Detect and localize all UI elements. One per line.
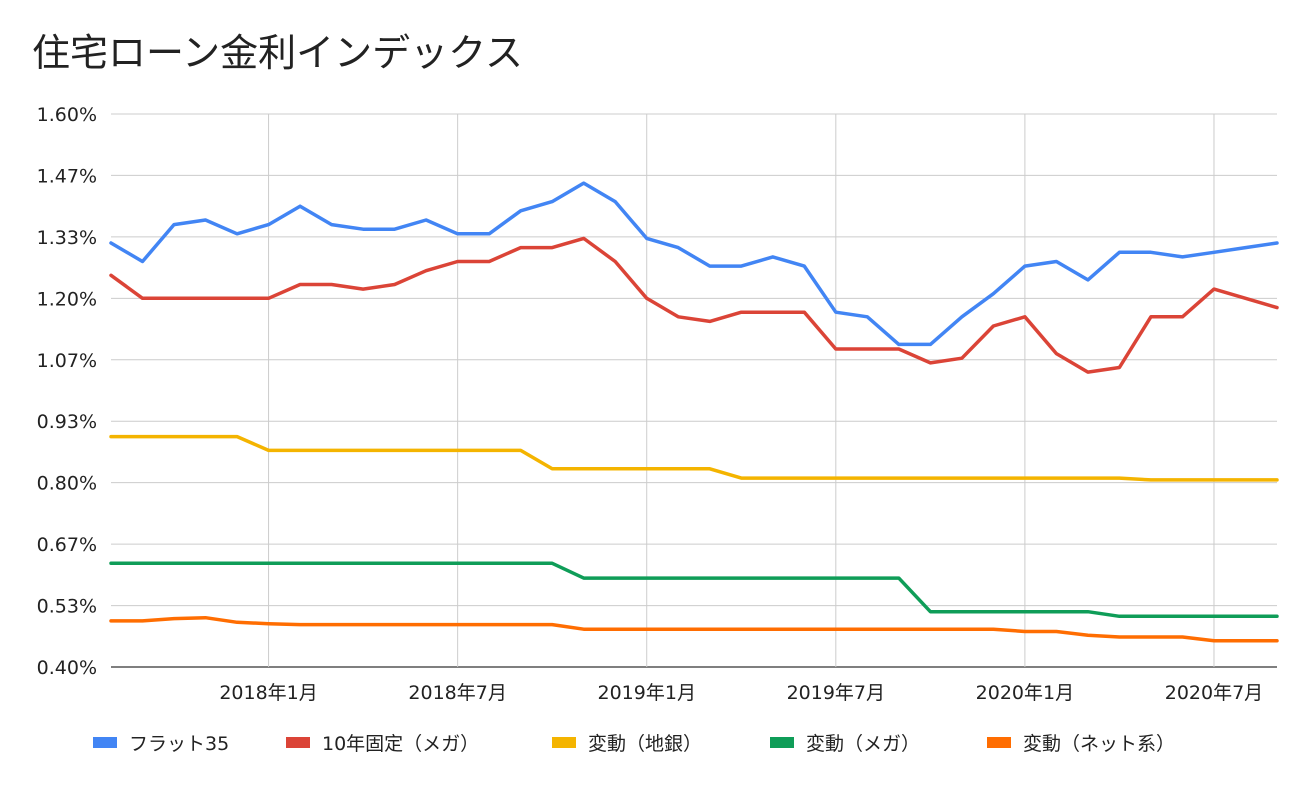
x-axis-ticks: 2018年1月 2018年7月 2019年1月 2019年7月 2020年1月 2020年… <box>219 682 1263 704</box>
legend-swatch <box>987 737 1011 748</box>
legend-label: 変動（メガ） <box>806 733 920 755</box>
x-tick-label: 2019年7月 <box>787 682 885 704</box>
x-tick-label: 2019年1月 <box>598 682 696 704</box>
grid <box>111 113 1277 668</box>
legend-label: 10年固定（メガ） <box>322 733 479 755</box>
series-line-1 <box>109 181 1279 347</box>
series-line-5 <box>109 615 1279 643</box>
series-lines <box>109 181 1279 643</box>
legend-item: 変動（ネット系） <box>987 733 1175 755</box>
series-line-4 <box>109 561 1279 619</box>
y-tick-label: 1.07% <box>37 350 97 372</box>
chart-title: 住宅ローン金利インデックス <box>32 31 523 75</box>
y-tick-label: 0.93% <box>37 411 97 433</box>
legend-label: フラット35 <box>129 733 229 755</box>
x-tick-label: 2020年1月 <box>976 682 1074 704</box>
y-tick-label: 0.67% <box>37 534 97 556</box>
x-tick-label: 2018年1月 <box>219 682 317 704</box>
legend-item: 変動（地銀） <box>552 733 702 755</box>
legend-swatch <box>552 737 576 748</box>
legend-item: 変動（メガ） <box>770 733 920 755</box>
series-line-2 <box>109 236 1279 374</box>
x-tick-label: 2018年7月 <box>408 682 506 704</box>
y-tick-label: 1.20% <box>37 288 97 310</box>
y-tick-label: 0.80% <box>37 473 97 495</box>
legend-item: 10年固定（メガ） <box>286 733 479 755</box>
legend-label: 変動（地銀） <box>588 733 702 755</box>
y-tick-label: 1.60% <box>37 104 97 126</box>
y-axis-ticks: 0.40% 0.53% 0.67% 0.80% 0.93% 1.07% 1.20% 1.33%… <box>37 104 97 679</box>
legend-item: フラット35 <box>93 733 229 755</box>
legend: フラット35 10年固定（メガ） 変動（地銀） 変動（メガ） 変動（ネット系） <box>93 733 1175 755</box>
y-tick-label: 0.53% <box>37 596 97 618</box>
y-tick-label: 0.40% <box>37 657 97 679</box>
x-tick-label: 2020年7月 <box>1165 682 1263 704</box>
legend-swatch <box>286 737 310 748</box>
y-tick-label: 1.33% <box>37 227 97 249</box>
y-tick-label: 1.47% <box>37 165 97 187</box>
legend-label: 変動（ネット系） <box>1023 733 1175 755</box>
series-line-3 <box>109 434 1279 482</box>
legend-swatch <box>770 737 794 748</box>
legend-swatch <box>93 737 117 748</box>
